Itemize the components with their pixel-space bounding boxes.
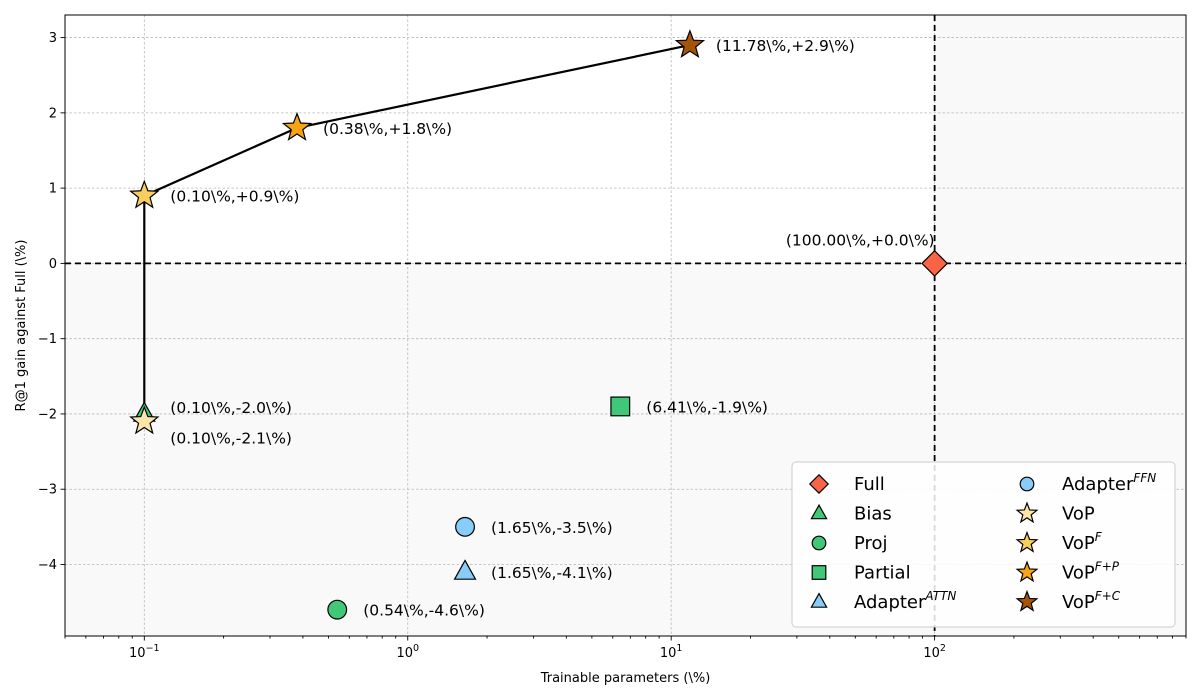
annotation-label: (0.10\%,-2.1\%): [170, 429, 292, 447]
annotation-label: (0.54\%,-4.6\%): [363, 602, 485, 620]
legend-label: Full: [854, 474, 885, 495]
legend-marker-adapter-attn: [810, 592, 828, 608]
annotation-label: (100.00\%,+0.0\%): [786, 231, 935, 249]
plot-frame: [64, 14, 1187, 637]
shaded-regions: [65, 15, 1186, 636]
annotation-label: (0.10\%,-2.0\%): [170, 399, 292, 417]
point-full: [921, 249, 949, 277]
legend-marker-vop: [1015, 501, 1039, 524]
legend-marker-proj: [811, 535, 827, 551]
legend-label: VoP: [1062, 504, 1095, 525]
y-tick-label: −2: [38, 407, 57, 422]
point-adapter-attn: [453, 559, 477, 580]
point-annotations: (100.00\%,+0.0\%) (0.10\%,-2.0\%) (0.54\%,…: [170, 37, 934, 620]
x-tick-label: 101: [660, 643, 683, 661]
legend-label: Partial: [854, 563, 911, 584]
frontier-line: [143, 44, 691, 414]
legend-box: [791, 461, 1176, 628]
legend-marker-vop-f-c: [1015, 589, 1039, 612]
y-tick-label: −4: [38, 558, 57, 573]
annotation-label: (0.10\%,+0.9\%): [170, 188, 299, 206]
legend-label: AdapterFFN: [1062, 471, 1156, 495]
shade-right-of-full: [934, 15, 1186, 264]
y-tick-label: 1: [49, 182, 57, 197]
point-proj: [327, 599, 348, 620]
legend-label: Proj: [854, 533, 888, 554]
legend-label: Bias: [854, 504, 892, 525]
y-tick-label: 0: [49, 257, 57, 272]
y-tick-label: −3: [38, 483, 57, 498]
legend: Full Bias Proj Partial AdapterATTN AdapterFFN…: [791, 461, 1176, 628]
legend-marker-vop-f: [1015, 530, 1039, 553]
annotation-label: (1.65\%,-3.5\%): [491, 519, 613, 537]
legend-marker-partial: [811, 565, 827, 580]
y-tick-label: 3: [49, 31, 57, 46]
legend-marker-full: [808, 473, 830, 495]
legend-label: VoPF: [1062, 530, 1103, 554]
legend-marker-vop-f-p: [1015, 560, 1039, 583]
legend-marker-bias: [810, 503, 828, 520]
frontier-polyline: [143, 44, 691, 414]
data-points: [129, 29, 949, 620]
y-tick-label: −1: [38, 332, 57, 347]
x-tick-label: 10−1: [129, 643, 160, 661]
annotation-label: (0.38\%,+1.8\%): [323, 120, 452, 138]
reference-lines: [65, 15, 1186, 636]
point-vop-f: [129, 179, 160, 209]
point-vop: [129, 405, 160, 435]
point-vop-f-p: [281, 111, 313, 141]
legend-marker-adapter-ffn: [1019, 476, 1035, 492]
legend-label: AdapterATTN: [854, 589, 956, 613]
legend-label: VoPF+C: [1062, 589, 1121, 613]
annotation-label: (1.65\%,-4.1\%): [491, 564, 613, 582]
point-partial: [610, 396, 631, 417]
annotation-label: (11.78\%,+2.9\%): [716, 37, 855, 55]
x-axis-ticks: 10−1 100 101 102: [64, 636, 1187, 661]
annotation-label: (6.41\%,-1.9\%): [646, 398, 768, 416]
legend-label: VoPF+P: [1062, 560, 1120, 584]
y-axis-ticks: 3 2 1 0 −1 −2 −3 −4: [38, 31, 65, 573]
x-tick-label: 100: [396, 643, 419, 661]
x-tick-label: 102: [923, 643, 946, 661]
y-tick-label: 2: [49, 106, 57, 121]
x-axis-label: Trainable parameters (\%): [540, 671, 711, 686]
point-vop-f-c: [674, 29, 706, 59]
y-axis-label: R@1 gain against Full (\%): [14, 240, 29, 412]
point-adapter-ffn: [455, 516, 475, 537]
